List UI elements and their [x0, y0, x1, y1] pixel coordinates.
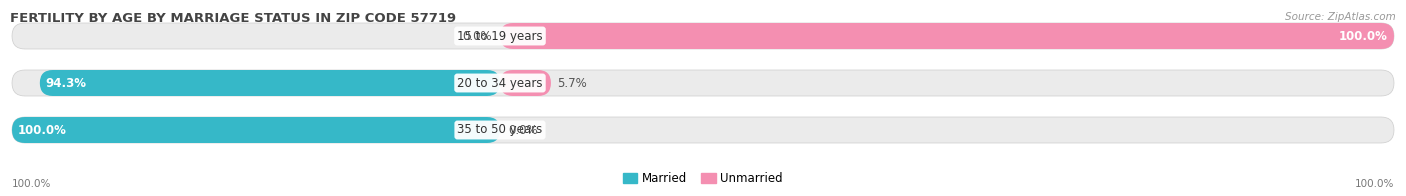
Text: 5.7%: 5.7% — [557, 76, 586, 90]
FancyBboxPatch shape — [13, 70, 1393, 96]
Text: 100.0%: 100.0% — [18, 123, 67, 136]
FancyBboxPatch shape — [501, 23, 1393, 49]
Text: 94.3%: 94.3% — [46, 76, 87, 90]
FancyBboxPatch shape — [13, 23, 1393, 49]
Legend: Married, Unmarried: Married, Unmarried — [619, 168, 787, 190]
FancyBboxPatch shape — [39, 70, 501, 96]
FancyBboxPatch shape — [13, 117, 501, 143]
FancyBboxPatch shape — [501, 70, 551, 96]
Text: 100.0%: 100.0% — [1354, 179, 1393, 189]
Text: FERTILITY BY AGE BY MARRIAGE STATUS IN ZIP CODE 57719: FERTILITY BY AGE BY MARRIAGE STATUS IN Z… — [10, 12, 456, 25]
Text: 100.0%: 100.0% — [1339, 30, 1388, 43]
Text: 20 to 34 years: 20 to 34 years — [457, 76, 543, 90]
Text: 0.0%: 0.0% — [508, 123, 537, 136]
Text: 0.0%: 0.0% — [463, 30, 492, 43]
Text: 15 to 19 years: 15 to 19 years — [457, 30, 543, 43]
Text: Source: ZipAtlas.com: Source: ZipAtlas.com — [1285, 12, 1396, 22]
Text: 100.0%: 100.0% — [13, 179, 52, 189]
FancyBboxPatch shape — [13, 117, 1393, 143]
Text: 35 to 50 years: 35 to 50 years — [457, 123, 543, 136]
